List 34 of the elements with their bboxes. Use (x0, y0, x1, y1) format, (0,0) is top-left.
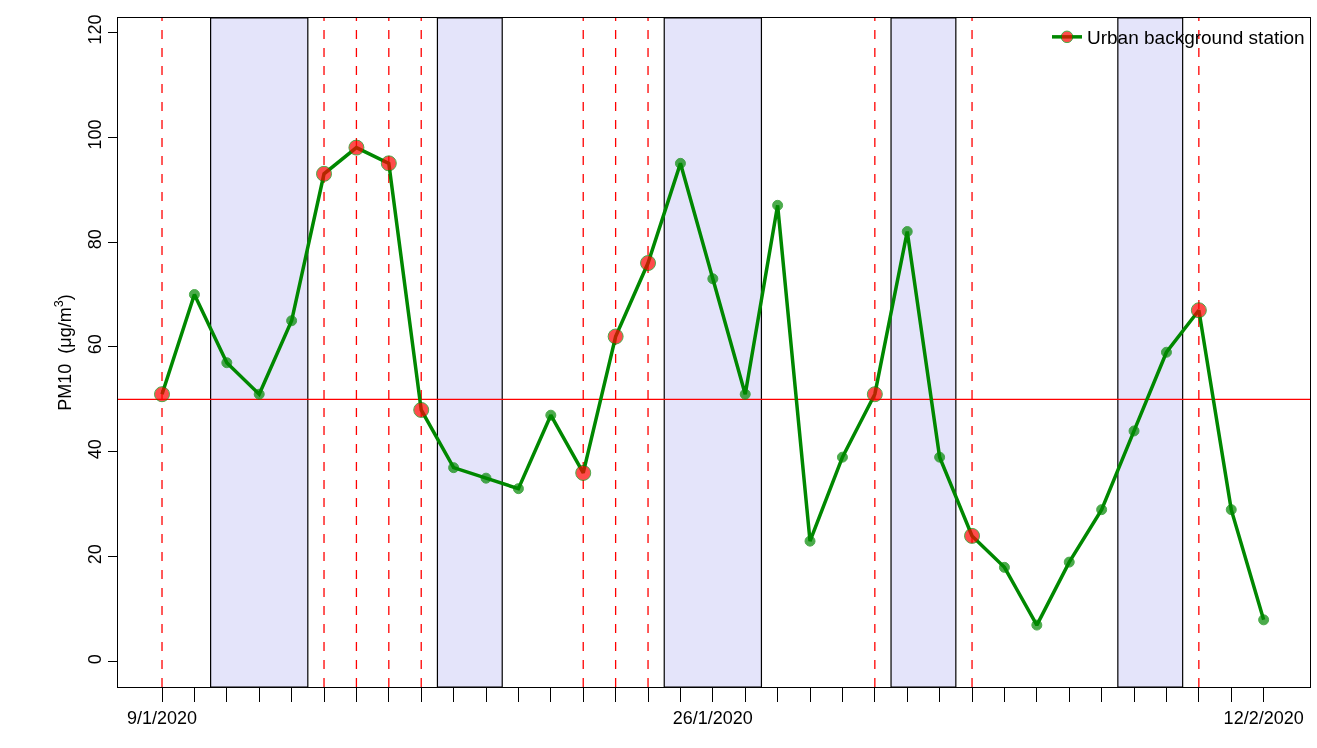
y-tick-label: 120 (84, 14, 105, 45)
point (545, 409, 557, 421)
y-tick-label: 40 (84, 439, 105, 460)
point (1160, 346, 1172, 358)
x-tick-label: 12/2/2020 (1223, 707, 1304, 728)
y-tick-label: 60 (84, 334, 105, 355)
y-tick-label: 100 (84, 119, 105, 150)
point (1063, 556, 1075, 568)
point (772, 199, 784, 211)
point (512, 483, 524, 495)
point (739, 388, 751, 400)
x-tick-label: 26/1/2020 (672, 707, 753, 728)
point (836, 451, 848, 463)
point (286, 315, 298, 327)
point (480, 472, 492, 484)
y-tick-label: 80 (84, 229, 105, 250)
point (1031, 619, 1043, 631)
point (901, 226, 913, 238)
point (998, 561, 1010, 573)
point (674, 157, 686, 169)
y-tick-label: 20 (84, 544, 105, 565)
point (221, 357, 233, 369)
point (1225, 504, 1237, 516)
y-tick-label: 0 (84, 654, 105, 665)
x-tick-label: 9/1/2020 (126, 707, 198, 728)
point (253, 388, 265, 400)
point (934, 451, 946, 463)
point (707, 273, 719, 285)
point (188, 289, 200, 301)
point (448, 462, 460, 474)
point (1128, 425, 1140, 437)
point (804, 535, 816, 547)
point (1258, 614, 1270, 626)
point (1096, 504, 1108, 516)
